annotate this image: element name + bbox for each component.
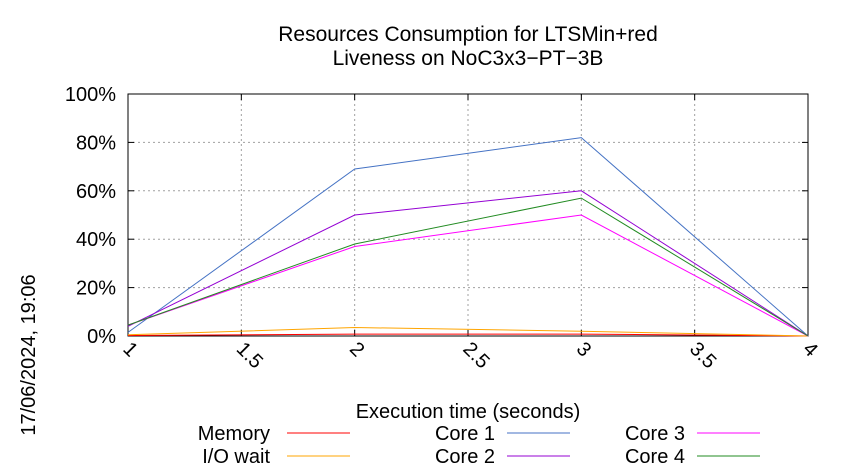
legend-label: Core 2 [435, 446, 495, 468]
timestamp-label: 17/06/2024, 19:06 [18, 274, 40, 435]
series-line [127, 214, 809, 337]
axes: 0% 20% 40% 60% 80% 100% 1 1.5 2 2.5 3 3.5 4 [65, 84, 822, 373]
legend-label: Memory [198, 423, 270, 445]
x-tick-label: 3.5 [685, 338, 720, 373]
series-line [127, 326, 809, 337]
chart-title-line-1: Resources Consumption for LTSMin+red [278, 23, 658, 46]
legend-label: Core 4 [625, 446, 685, 468]
legend-label: Core 3 [625, 423, 685, 445]
plot-frame [127, 93, 809, 337]
series-line [127, 137, 809, 337]
y-tick-label: 20% [76, 278, 116, 300]
x-tick-label: 2.5 [458, 338, 493, 373]
series-line [127, 190, 809, 337]
grid-lines [128, 93, 808, 336]
x-tick-label: 1 [118, 338, 141, 361]
chart-title-line-2: Liveness on NoC3x3−PT−3B [333, 47, 604, 70]
x-tick-label: 3 [572, 338, 595, 361]
y-tick-label: 80% [76, 132, 116, 154]
x-axis-label: Execution time (seconds) [356, 401, 581, 423]
x-tick-label: 2 [345, 338, 368, 361]
series-line [127, 333, 809, 337]
y-tick-label: 100% [65, 84, 116, 106]
legend-label: I/O wait [202, 446, 270, 468]
x-tick-label: 4 [798, 338, 821, 361]
legend-label: Core 1 [435, 423, 495, 445]
x-tick-label: 1.5 [232, 338, 267, 373]
y-tick-label: 0% [87, 326, 116, 348]
series-lines [127, 137, 809, 337]
y-tick-label: 40% [76, 229, 116, 251]
series-line [127, 197, 809, 337]
y-tick-label: 60% [76, 181, 116, 203]
